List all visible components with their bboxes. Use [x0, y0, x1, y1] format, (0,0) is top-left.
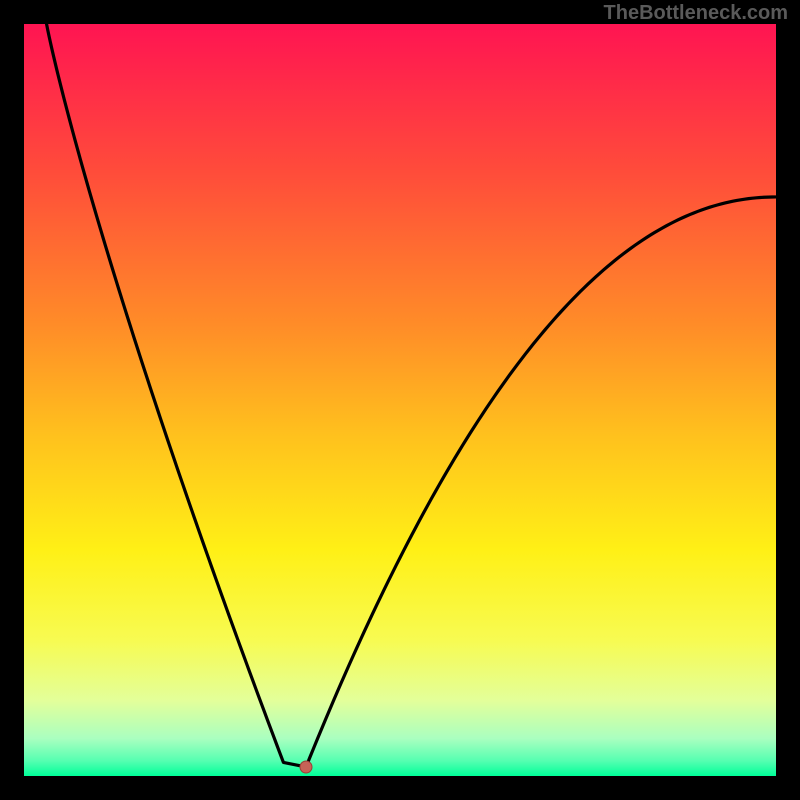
watermark-text: TheBottleneck.com — [604, 2, 788, 25]
chart-container: TheBottleneck.com — [0, 0, 800, 800]
bottleneck-curve — [24, 24, 776, 776]
plot-area — [24, 24, 776, 776]
optimum-marker — [300, 760, 313, 773]
curve-path — [47, 24, 776, 767]
